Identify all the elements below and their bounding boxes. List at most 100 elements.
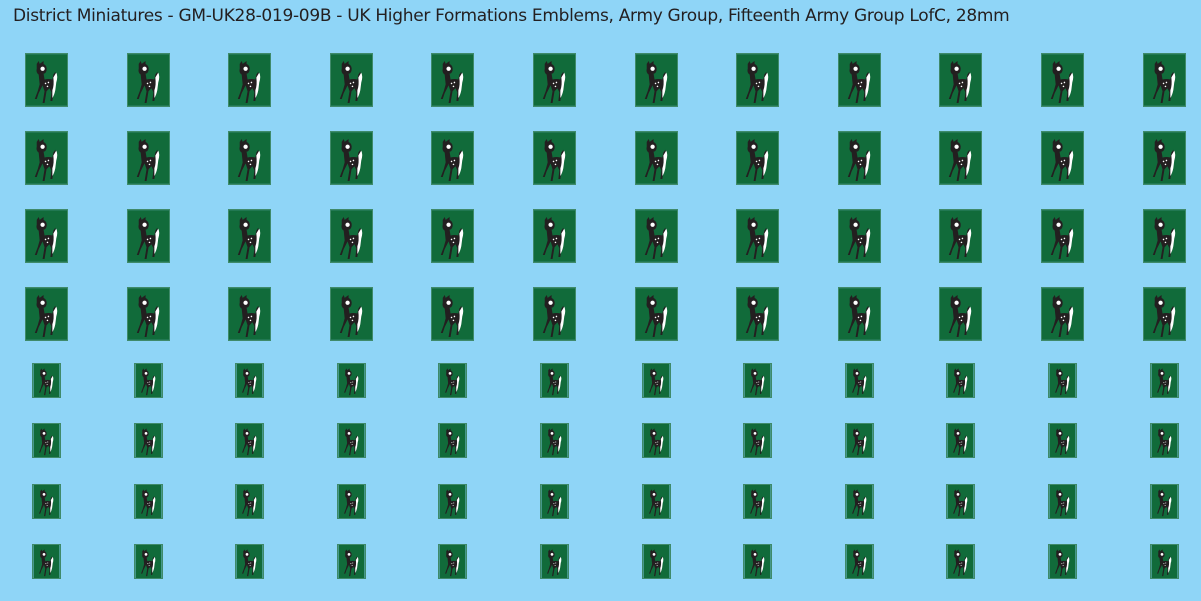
small-emblem-decal <box>844 484 874 519</box>
large-emblem-decal <box>329 209 373 263</box>
fawn-deer-icon <box>229 132 271 184</box>
large-emblem-decal <box>634 131 678 185</box>
fawn-deer-icon <box>838 288 880 340</box>
fawn-deer-icon <box>33 424 60 457</box>
fawn-deer-icon <box>737 132 779 184</box>
fawn-deer-icon <box>846 424 873 457</box>
large-emblem-decal <box>1142 209 1186 263</box>
small-emblem-decal <box>336 423 366 458</box>
fawn-deer-icon <box>635 54 677 106</box>
large-emblem-decal <box>228 53 272 107</box>
large-emblem-decal <box>736 287 780 341</box>
large-emblem-decal <box>634 209 678 263</box>
large-emblem-decal <box>228 209 272 263</box>
fawn-deer-icon <box>1151 545 1178 578</box>
fawn-deer-icon <box>1049 364 1076 397</box>
small-emblem-decal <box>743 363 773 398</box>
fawn-deer-icon <box>1151 485 1178 518</box>
fawn-deer-icon <box>330 132 372 184</box>
fawn-deer-icon <box>846 364 873 397</box>
fawn-deer-icon <box>838 54 880 106</box>
fawn-deer-icon <box>26 210 67 262</box>
small-emblem-decal <box>438 363 468 398</box>
small-emblem-decal <box>743 544 773 579</box>
small-emblem-decal <box>235 484 265 519</box>
fawn-deer-icon <box>236 364 263 397</box>
fawn-deer-icon <box>432 210 474 262</box>
fawn-deer-icon <box>947 364 974 397</box>
fawn-deer-icon <box>838 210 880 262</box>
large-emblem-decal <box>533 209 576 263</box>
fawn-deer-icon <box>236 424 263 457</box>
small-emblem-decal <box>336 484 366 519</box>
small-emblem-decal <box>1048 544 1077 579</box>
large-emblem-decal <box>126 287 170 341</box>
fawn-deer-icon <box>1042 288 1083 340</box>
fawn-deer-icon <box>439 545 466 578</box>
fawn-deer-icon <box>947 485 974 518</box>
fawn-deer-icon <box>635 132 677 184</box>
large-emblem-decal <box>228 287 272 341</box>
fawn-deer-icon <box>33 364 60 397</box>
fawn-deer-icon <box>643 364 670 397</box>
fawn-deer-icon <box>1151 364 1178 397</box>
fawn-deer-icon <box>135 424 162 457</box>
small-emblem-decal <box>336 544 366 579</box>
small-emblem-decal <box>1149 544 1179 579</box>
small-emblem-decal <box>743 484 773 519</box>
fawn-deer-icon <box>26 54 67 106</box>
small-emblem-decal <box>32 484 61 519</box>
large-emblem-decal <box>939 131 983 185</box>
fawn-deer-icon <box>846 545 873 578</box>
fawn-deer-icon <box>643 424 670 457</box>
fawn-deer-icon <box>26 288 67 340</box>
fawn-deer-icon <box>135 485 162 518</box>
fawn-deer-icon <box>127 132 169 184</box>
large-emblem-decal <box>1041 209 1084 263</box>
large-emblem-decal <box>329 287 373 341</box>
large-emblem-decal <box>1041 53 1084 107</box>
small-emblem-decal <box>438 423 468 458</box>
fawn-deer-icon <box>635 210 677 262</box>
small-emblem-decal <box>1048 363 1077 398</box>
fawn-deer-icon <box>26 132 67 184</box>
large-emblem-decal <box>939 287 983 341</box>
large-emblem-decal <box>126 209 170 263</box>
fawn-deer-icon <box>1042 132 1083 184</box>
fawn-deer-icon <box>940 288 982 340</box>
small-emblem-decal <box>844 363 874 398</box>
fawn-deer-icon <box>846 485 873 518</box>
fawn-deer-icon <box>338 485 365 518</box>
fawn-deer-icon <box>1042 54 1083 106</box>
fawn-deer-icon <box>1042 210 1083 262</box>
fawn-deer-icon <box>947 545 974 578</box>
small-emblem-decal <box>946 363 976 398</box>
large-emblem-decal <box>634 287 678 341</box>
large-emblem-decal <box>228 131 272 185</box>
small-emblem-decal <box>1048 423 1077 458</box>
fawn-deer-icon <box>1049 485 1076 518</box>
fawn-deer-icon <box>541 424 568 457</box>
small-emblem-decal <box>946 484 976 519</box>
large-emblem-decal <box>126 53 170 107</box>
large-emblem-decal <box>431 131 475 185</box>
fawn-deer-icon <box>33 545 60 578</box>
fawn-deer-icon <box>534 210 575 262</box>
small-emblem-decal <box>540 544 569 579</box>
small-emblem-decal <box>235 363 265 398</box>
fawn-deer-icon <box>635 288 677 340</box>
fawn-deer-icon <box>439 424 466 457</box>
small-emblem-decal <box>133 423 163 458</box>
fawn-deer-icon <box>1151 424 1178 457</box>
fawn-deer-icon <box>236 545 263 578</box>
fawn-deer-icon <box>135 364 162 397</box>
fawn-deer-icon <box>838 132 880 184</box>
large-emblem-decal <box>329 131 373 185</box>
small-emblem-decal <box>235 544 265 579</box>
fawn-deer-icon <box>1143 54 1185 106</box>
large-emblem-decal <box>25 53 68 107</box>
small-emblem-decal <box>133 484 163 519</box>
fawn-deer-icon <box>338 424 365 457</box>
fawn-deer-icon <box>338 364 365 397</box>
large-emblem-decal <box>634 53 678 107</box>
